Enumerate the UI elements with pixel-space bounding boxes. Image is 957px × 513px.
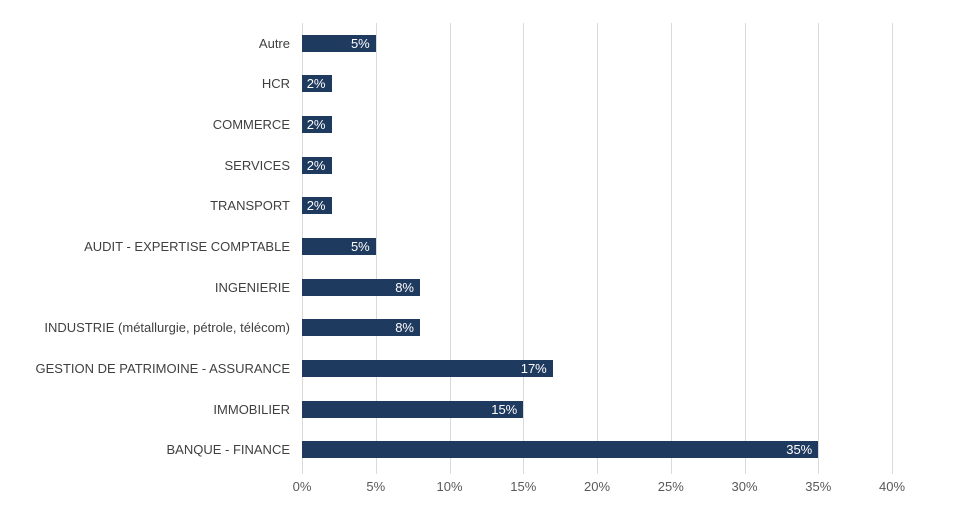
bar: 2%	[302, 116, 332, 134]
bar-value-label: 2%	[306, 117, 326, 133]
gridline	[597, 23, 598, 474]
x-axis-tick-label: 10%	[436, 479, 463, 494]
bar: 17%	[302, 359, 553, 377]
x-axis-tick-label: 35%	[805, 479, 832, 494]
bar-track: 5%	[302, 34, 892, 52]
gridline	[449, 23, 451, 474]
bar: 15%	[302, 400, 524, 418]
x-axis: 0% 5% 10% 15% 20% 25% 30% 35% 40%	[293, 479, 905, 499]
category-label: GESTION DE PATRIMOINE - ASSURANCE	[35, 360, 291, 376]
x-axis-tick-label: 20%	[583, 479, 611, 494]
bar-value-label: 2%	[306, 198, 326, 214]
bar-value-label: 5%	[350, 239, 370, 255]
gridline	[892, 23, 893, 474]
bar: 8%	[302, 319, 420, 337]
chart-rows: Autre 5% HCR 2% COMMERCE 2% SERVICES 2% TRANSPOR…	[0, 23, 957, 470]
category-label: COMMERCE	[212, 117, 290, 133]
gridline	[744, 23, 746, 474]
chart-row: GESTION DE PATRIMOINE - ASSURANCE 17%	[0, 348, 957, 389]
category-label: INDUSTRIE (métallurgie, pétrole, télécom…	[44, 320, 290, 336]
category-label: TRANSPORT	[210, 198, 290, 214]
bar: 2%	[302, 156, 332, 174]
bar-value-label: 15%	[491, 401, 518, 417]
bar-track: 2%	[302, 156, 892, 174]
bar: 2%	[302, 75, 332, 93]
x-axis-tick-label: 5%	[366, 479, 386, 494]
x-axis-tick-label: 30%	[731, 479, 758, 494]
bar-track: 8%	[302, 319, 892, 337]
chart-row: Autre 5%	[0, 23, 957, 64]
category-label: HCR	[261, 76, 290, 92]
bar-value-label: 8%	[395, 279, 414, 295]
bar: 8%	[302, 278, 420, 296]
bar-value-label: 35%	[786, 442, 813, 458]
bar-track: 8%	[302, 278, 892, 296]
bar-value-label: 2%	[306, 76, 326, 92]
bar: 2%	[302, 197, 332, 215]
gridline	[375, 23, 377, 474]
bar-track: 15%	[302, 400, 892, 418]
chart-row: COMMERCE 2%	[0, 104, 957, 145]
bar-value-label: 5%	[350, 35, 370, 51]
bar-track: 2%	[302, 197, 892, 215]
bar-track: 2%	[302, 116, 892, 134]
bar-track: 2%	[302, 75, 892, 93]
gridline	[818, 23, 820, 474]
bar-value-label: 8%	[395, 320, 414, 336]
chart-row: IMMOBILIER 15%	[0, 389, 957, 430]
gridline	[670, 23, 672, 474]
bar: 35%	[302, 441, 819, 459]
x-axis-tick-label: 40%	[878, 479, 906, 494]
chart-row: BANQUE - FINANCE 35%	[0, 429, 957, 470]
x-axis-tick-label: 25%	[657, 479, 684, 494]
chart-row: TRANSPORT 2%	[0, 186, 957, 227]
bar-value-label: 2%	[306, 157, 326, 173]
bar: 5%	[302, 34, 376, 52]
chart-row: INDUSTRIE (métallurgie, pétrole, télécom…	[0, 307, 957, 348]
category-label: BANQUE - FINANCE	[166, 442, 290, 458]
chart-row: SERVICES 2%	[0, 145, 957, 186]
bar-track: 35%	[302, 441, 892, 459]
gridline	[523, 23, 525, 474]
chart-row: INGENIERIE 8%	[0, 267, 957, 308]
chart-row: HCR 2%	[0, 64, 957, 105]
x-axis-tick-label: 0%	[292, 479, 312, 494]
bar-value-label: 17%	[520, 360, 547, 376]
category-label: INGENIERIE	[214, 279, 290, 295]
x-axis-tick-label: 15%	[510, 479, 537, 494]
category-label: SERVICES	[224, 157, 290, 173]
category-label: IMMOBILIER	[213, 401, 290, 417]
chart-row: AUDIT - EXPERTISE COMPTABLE 5%	[0, 226, 957, 267]
category-label: AUDIT - EXPERTISE COMPTABLE	[84, 239, 290, 255]
bar-track: 5%	[302, 238, 892, 256]
bar-track: 17%	[302, 359, 892, 377]
category-label: Autre	[258, 35, 290, 51]
bar: 5%	[302, 238, 376, 256]
